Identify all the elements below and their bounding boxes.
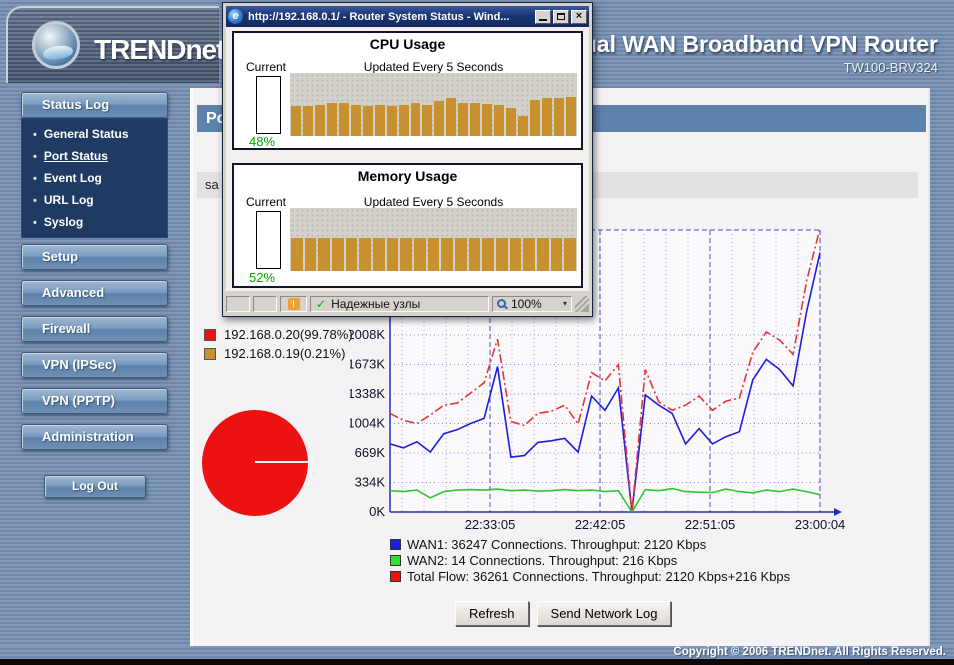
- svg-text:1004K: 1004K: [350, 416, 385, 431]
- svg-text:22:33:05: 22:33:05: [465, 517, 516, 532]
- popup-status-bar: ! ✓ Надежные узлы 100% ▾: [226, 291, 589, 313]
- memory-current-gauge: [256, 211, 281, 269]
- wan1-summary-text: WAN1: 36247 Connections. Throughput: 212…: [407, 537, 707, 552]
- product-title: Dual WAN Broadband VPN Router: [566, 31, 938, 57]
- legend-swatch-blue: [390, 539, 401, 550]
- logo-panel: TRENDnet: [6, 6, 225, 83]
- wan1-summary: WAN1: 36247 Connections. Throughput: 212…: [390, 537, 706, 552]
- sidebar-button-status-log[interactable]: Status Log: [21, 92, 168, 118]
- ip-legend-label: 192.168.0.20(99.78%): [224, 327, 353, 342]
- popup-body: CPU Usage Current Updated Every 5 Second…: [226, 27, 589, 291]
- svg-text:22:42:05: 22:42:05: [575, 517, 626, 532]
- cpu-current-gauge: [256, 76, 281, 134]
- cpu-usage-panel: CPU Usage Current Updated Every 5 Second…: [232, 31, 583, 150]
- status-pane-empty: [253, 295, 277, 312]
- bullet-icon: •: [33, 173, 37, 185]
- logo-wave-shape: [42, 43, 74, 62]
- memory-current-value: 52%: [249, 270, 276, 285]
- resize-grip[interactable]: [575, 295, 589, 312]
- cpu-updated-label: Updated Every 5 Seconds: [363, 60, 504, 74]
- ip-legend-label: 192.168.0.19(0.21%): [224, 346, 346, 361]
- svg-text:334K: 334K: [355, 475, 386, 490]
- action-button-row: Refresh Send Network Log: [455, 601, 672, 626]
- cpu-history-chart: [290, 73, 577, 136]
- log-out-button[interactable]: Log Out: [44, 475, 146, 498]
- sidebar-button-administration[interactable]: Administration: [21, 424, 168, 450]
- cpu-panel-title: CPU Usage: [369, 36, 446, 52]
- magnifier-icon: [497, 299, 506, 308]
- footer-copyright: Copyright © 2006 TRENDnet. All Rights Re…: [0, 646, 954, 659]
- minimize-button[interactable]: [535, 9, 551, 24]
- sidebar-button-setup[interactable]: Setup: [21, 244, 168, 270]
- popup-title-bar: e http://192.168.0.1/ - Router System St…: [226, 6, 589, 27]
- status-pane-empty: [226, 295, 250, 312]
- zoom-control[interactable]: 100% ▾: [492, 295, 572, 312]
- zoom-level: 100%: [511, 296, 542, 311]
- sidebar-item-port-status[interactable]: • Port Status: [33, 149, 108, 163]
- legend-swatch-tan: [204, 347, 216, 360]
- svg-text:22:51:05: 22:51:05: [685, 517, 736, 532]
- warning-icon: !: [287, 297, 300, 310]
- total-flow-summary-text: Total Flow: 36261 Connections. Throughpu…: [407, 569, 791, 584]
- security-zone-pane: ✓ Надежные узлы: [310, 295, 489, 312]
- bullet-icon: •: [33, 129, 37, 141]
- legend-swatch-red: [204, 328, 216, 341]
- memory-history-chart: [290, 208, 577, 271]
- bullet-icon: •: [33, 195, 37, 207]
- refresh-button[interactable]: Refresh: [455, 601, 529, 626]
- trendnet-logo-icon: [32, 21, 80, 69]
- minimize-icon: [539, 18, 547, 21]
- cpu-current-value: 48%: [249, 134, 276, 149]
- cpu-current-label: Current: [246, 60, 287, 74]
- bullet-icon: •: [33, 151, 37, 163]
- svg-text:23:00:04: 23:00:04: [795, 517, 846, 532]
- pie-chart: [202, 410, 308, 516]
- svg-text:0K: 0K: [369, 504, 385, 519]
- sidebar-button-firewall[interactable]: Firewall: [21, 316, 168, 342]
- sidebar-item-syslog[interactable]: • Syslog: [33, 215, 84, 229]
- sidebar-button-advanced[interactable]: Advanced: [21, 280, 168, 306]
- memory-usage-panel: Memory Usage Current Updated Every 5 Sec…: [232, 163, 583, 288]
- popup-title-text: http://192.168.0.1/ - Router System Stat…: [248, 10, 510, 23]
- wan2-summary: WAN2: 14 Connections. Throughput: 216 Kb…: [390, 553, 677, 568]
- svg-text:1673K: 1673K: [350, 357, 385, 372]
- internet-explorer-icon: e: [228, 9, 243, 24]
- svg-text:1338K: 1338K: [350, 386, 385, 401]
- bottom-edge: [0, 659, 954, 665]
- total-flow-summary: Total Flow: 36261 Connections. Throughpu…: [390, 569, 790, 584]
- legend-swatch-red: [390, 571, 401, 582]
- security-zone-label: Надежные узлы: [331, 296, 421, 311]
- router-system-status-window: e http://192.168.0.1/ - Router System St…: [222, 2, 593, 317]
- sidebar-button-vpn-ipsec[interactable]: VPN (IPSec): [21, 352, 168, 378]
- wan2-summary-text: WAN2: 14 Connections. Throughput: 216 Kb…: [407, 553, 678, 568]
- status-pane-protected-mode: !: [280, 295, 307, 312]
- ip-legend-item: 192.168.0.20(99.78%): [204, 327, 353, 342]
- status-log-submenu: • General Status • Port Status • Event Log …: [21, 118, 168, 238]
- check-icon: ✓: [316, 296, 327, 311]
- memory-current-label: Current: [246, 195, 287, 209]
- memory-updated-label: Updated Every 5 Seconds: [363, 195, 504, 209]
- model-number: TW100-BRV324: [843, 60, 938, 75]
- sidebar-item-event-log[interactable]: • Event Log: [33, 171, 102, 185]
- chevron-down-icon: ▾: [562, 299, 567, 308]
- memory-panel-title: Memory Usage: [357, 168, 458, 184]
- ip-legend-item: 192.168.0.19(0.21%): [204, 346, 345, 361]
- maximize-icon: [557, 12, 565, 20]
- svg-text:2008K: 2008K: [350, 327, 385, 342]
- send-network-log-button[interactable]: Send Network Log: [536, 601, 672, 626]
- sidebar-button-vpn-pptp[interactable]: VPN (PPTP): [21, 388, 168, 414]
- bullet-icon: •: [33, 217, 37, 229]
- close-button[interactable]: ×: [571, 9, 587, 24]
- svg-text:669K: 669K: [355, 445, 386, 460]
- brand-name: TRENDnet: [94, 34, 225, 65]
- pie-slice-divider: [255, 461, 308, 463]
- sidebar-item-url-log[interactable]: • URL Log: [33, 193, 94, 207]
- maximize-button[interactable]: [553, 9, 569, 24]
- sidebar-item-general-status[interactable]: • General Status: [33, 127, 129, 141]
- legend-swatch-green: [390, 555, 401, 566]
